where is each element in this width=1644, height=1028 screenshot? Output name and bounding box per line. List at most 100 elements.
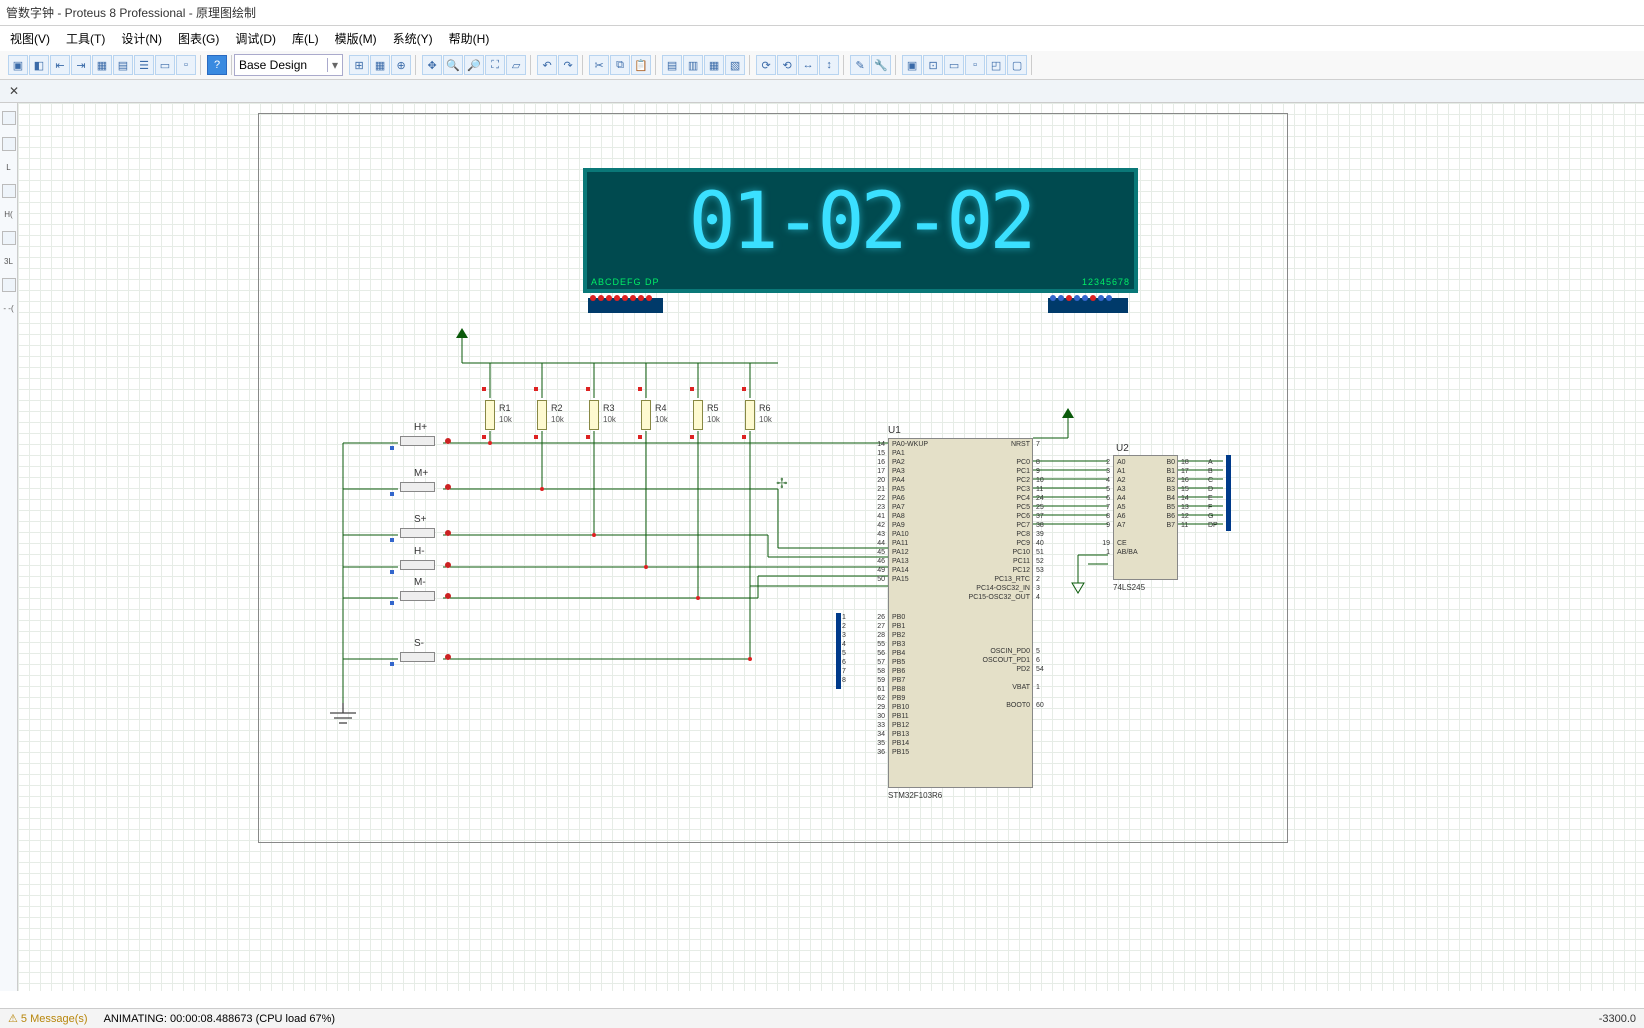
tab-row: ✕ <box>0 80 1644 103</box>
tb-icon[interactable]: ▭ <box>155 55 175 75</box>
u1-ref: U1 <box>888 425 901 436</box>
menu-debug[interactable]: 调试(D) <box>229 28 282 49</box>
menu-tool[interactable]: 工具(T) <box>60 28 111 49</box>
tb-icon[interactable]: ⊡ <box>923 55 943 75</box>
push-button[interactable]: M- <box>400 591 445 607</box>
button-label: M+ <box>414 468 428 479</box>
zoom-region-icon[interactable]: ▱ <box>506 55 526 75</box>
resistor-label: R5 <box>707 403 719 413</box>
tb-icon[interactable]: 🔧 <box>871 55 891 75</box>
tb-icon[interactable]: ▥ <box>683 55 703 75</box>
resistor-value: 10k <box>707 415 720 424</box>
menu-chart[interactable]: 图表(G) <box>172 28 225 49</box>
menu-view[interactable]: 视图(V) <box>4 28 56 49</box>
undo-icon[interactable]: ↶ <box>537 55 557 75</box>
tb-icon[interactable]: ▤ <box>662 55 682 75</box>
window-title: 管数字钟 - Proteus 8 Professional - 原理图绘制 <box>6 6 256 20</box>
palette-tool[interactable] <box>2 278 16 292</box>
resistor-label: R6 <box>759 403 771 413</box>
tb-icon[interactable]: ↔ <box>798 55 818 75</box>
zoom-fit-icon[interactable]: ⛶ <box>485 55 505 75</box>
push-button[interactable]: S+ <box>400 528 445 544</box>
redo-icon[interactable]: ↷ <box>558 55 578 75</box>
palette-tool[interactable] <box>2 231 16 245</box>
chevron-down-icon: ▾ <box>327 58 338 72</box>
resistor[interactable] <box>485 400 495 430</box>
left-palette: L H( 3L - -( <box>0 103 18 991</box>
tb-icon[interactable]: ☰ <box>134 55 154 75</box>
u2-part: 74LS245 <box>1113 583 1145 592</box>
resistor[interactable] <box>693 400 703 430</box>
status-animating: ANIMATING: 00:00:08.488673 (CPU load 67%… <box>104 1013 336 1025</box>
schematic-canvas[interactable]: 01-02-02 ABCDEFG DP 12345678 <box>18 103 1644 991</box>
resistor-value: 10k <box>655 415 668 424</box>
u1-part: STM32F103R6 <box>888 791 942 800</box>
palette-tool[interactable] <box>2 111 16 125</box>
u2-ref: U2 <box>1116 443 1129 454</box>
help-icon[interactable]: ? <box>207 55 227 75</box>
resistor-label: R4 <box>655 403 667 413</box>
tb-icon[interactable]: ◧ <box>29 55 49 75</box>
menu-design[interactable]: 设计(N) <box>115 28 168 49</box>
push-button[interactable]: H+ <box>400 436 445 452</box>
resistor[interactable] <box>745 400 755 430</box>
wire-overlay <box>18 103 1644 991</box>
resistor-label: R3 <box>603 403 615 413</box>
close-icon[interactable]: ✕ <box>6 83 22 99</box>
menu-help[interactable]: 帮助(H) <box>443 28 496 49</box>
palette-tool[interactable] <box>2 137 16 151</box>
tb-icon[interactable]: ⟳ <box>756 55 776 75</box>
status-coord: -3300.0 <box>1599 1013 1636 1025</box>
tb-icon[interactable]: ▫ <box>176 55 196 75</box>
push-button[interactable]: M+ <box>400 482 445 498</box>
tb-icon[interactable]: ▣ <box>8 55 28 75</box>
palette-tool[interactable] <box>2 184 16 198</box>
tb-icon[interactable]: ✥ <box>422 55 442 75</box>
menu-lib[interactable]: 库(L) <box>286 28 325 49</box>
push-button[interactable]: S- <box>400 652 445 668</box>
paste-icon[interactable]: 📋 <box>631 55 651 75</box>
menu-system[interactable]: 系统(Y) <box>387 28 439 49</box>
toolbar-row: ▣ ◧ ⇤ ⇥ ▦ ▤ ☰ ▭ ▫ ? Base Design ▾ ⊞ ▦ ⊕ … <box>0 51 1644 80</box>
bus-right <box>1226 455 1231 531</box>
copy-icon[interactable]: ⧉ <box>610 55 630 75</box>
tb-icon[interactable]: ◰ <box>986 55 1006 75</box>
resistor-value: 10k <box>551 415 564 424</box>
tb-icon[interactable]: ▤ <box>113 55 133 75</box>
tb-icon[interactable]: ⇥ <box>71 55 91 75</box>
tb-icon[interactable]: ⇤ <box>50 55 70 75</box>
design-selector[interactable]: Base Design ▾ <box>234 54 343 76</box>
resistor[interactable] <box>589 400 599 430</box>
tb-icon[interactable]: ⟲ <box>777 55 797 75</box>
button-label: H+ <box>414 422 427 433</box>
tb-icon[interactable]: ↕ <box>819 55 839 75</box>
tb-icon[interactable]: ▣ <box>902 55 922 75</box>
zoom-out-icon[interactable]: 🔎 <box>464 55 484 75</box>
tb-icon[interactable]: ▫ <box>965 55 985 75</box>
button-label: S+ <box>414 514 427 525</box>
tb-icon[interactable]: ▭ <box>944 55 964 75</box>
tb-icon[interactable]: ▦ <box>92 55 112 75</box>
tb-icon[interactable]: ▦ <box>370 55 390 75</box>
menu-bar: 视图(V) 工具(T) 设计(N) 图表(G) 调试(D) 库(L) 模版(M)… <box>0 26 1644 51</box>
resistor-label: R1 <box>499 403 511 413</box>
button-label: M- <box>414 577 426 588</box>
status-messages[interactable]: ⚠ 5 Message(s) <box>8 1012 88 1025</box>
cut-icon[interactable]: ✂ <box>589 55 609 75</box>
resistor[interactable] <box>537 400 547 430</box>
tb-icon[interactable]: ▧ <box>725 55 745 75</box>
resistor-label: R2 <box>551 403 563 413</box>
tb-icon[interactable]: ▢ <box>1007 55 1027 75</box>
resistor[interactable] <box>641 400 651 430</box>
menu-template[interactable]: 模版(M) <box>329 28 383 49</box>
bus-left <box>836 613 841 689</box>
button-label: H- <box>414 546 425 557</box>
tb-icon[interactable]: ▦ <box>704 55 724 75</box>
zoom-in-icon[interactable]: 🔍 <box>443 55 463 75</box>
tb-icon[interactable]: ⊞ <box>349 55 369 75</box>
origin-marker: ✢ <box>776 475 788 492</box>
tb-icon[interactable]: ✎ <box>850 55 870 75</box>
tb-icon[interactable]: ⊕ <box>391 55 411 75</box>
resistor-value: 10k <box>603 415 616 424</box>
push-button[interactable]: H- <box>400 560 445 576</box>
